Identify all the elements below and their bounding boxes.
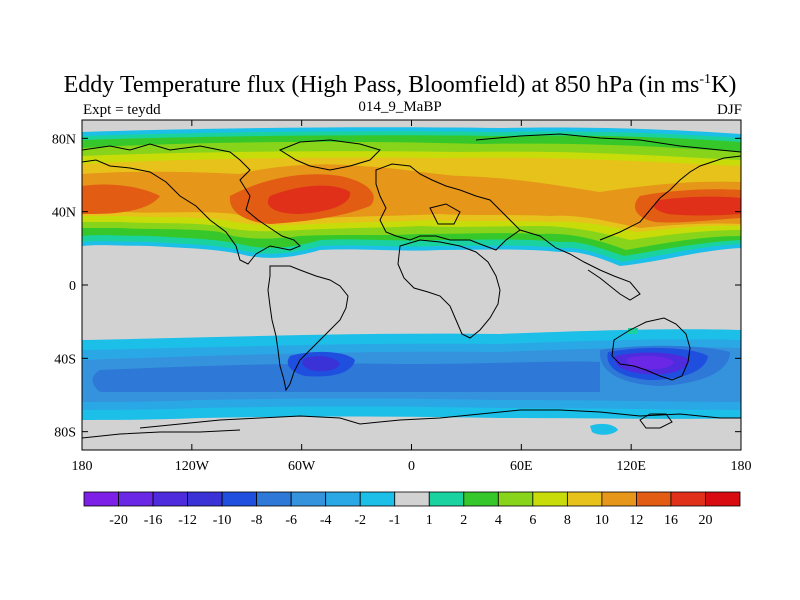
lon-tick-label: 180 [72,459,93,474]
colorbar-label: -20 [109,513,128,528]
colorbar-label: 2 [460,513,467,528]
southern-flux-field [82,328,741,435]
colorbar-box [428,491,465,507]
lon-tick-label: 120E [616,459,646,474]
colorbar-label: -1 [389,513,401,528]
colorbar-label: 8 [564,513,571,528]
plot-title: Eddy Temperature flux (High Pass, Bloomf… [63,72,737,98]
colorbar: -20 -16 -12 -10 -8 -6 -4 -2 -1 1 2 4 6 8 10 12 16 20 [83,491,741,528]
colorbar-box [221,491,258,507]
season-label: DJF [716,102,742,118]
colorbar-box [256,491,292,507]
map-plot-area [82,120,741,450]
experiment-label: Expt = teydd [83,102,161,118]
colorbar-box [532,491,568,507]
colorbar-box [394,491,430,507]
colorbar-label: -12 [178,513,197,528]
lat-tick-label: 80N [52,132,76,147]
run-id-label: 014_9_MaBP [358,99,442,115]
colorbar-label: -8 [251,513,263,528]
lon-tick-label: 60E [510,459,533,474]
coastlines [82,133,741,439]
colorbar-label: 10 [595,513,609,528]
colorbar-box [670,491,706,507]
colorbar-box [187,491,223,507]
lon-tick-label: 60W [288,459,316,474]
lon-tick-label: 180 [731,459,752,474]
colorbar-label: -4 [320,513,332,528]
colorbar-box [636,491,672,507]
colorbar-box [705,491,741,507]
colorbar-box [325,491,361,507]
colorbar-box [566,491,603,507]
longitude-axis: 180 120W 60W 0 60E 120E 180 [72,120,752,474]
colorbar-box [152,491,188,507]
colorbar-label: 20 [698,513,712,528]
lat-tick-label: 80S [54,426,76,441]
lon-tick-label: 0 [408,459,415,474]
colorbar-box [83,491,119,507]
colorbar-label: 1 [426,513,433,528]
lat-tick-label: 0 [69,279,76,294]
colorbar-label: 12 [629,513,643,528]
colorbar-label: 4 [495,513,502,528]
colorbar-box [290,491,327,507]
lon-tick-label: 120W [175,459,210,474]
colorbar-label: -10 [213,513,232,528]
colorbar-box [359,491,396,507]
lat-tick-label: 40S [54,352,76,367]
latitude-axis: 80N 40N 0 40S 80S [52,132,741,441]
colorbar-box [118,491,154,507]
colorbar-label: 16 [664,513,678,528]
colorbar-box [463,491,499,507]
colorbar-label: -16 [144,513,163,528]
colorbar-box [497,491,534,507]
colorbar-label: 6 [529,513,536,528]
colorbar-label: -6 [285,513,297,528]
colorbar-label: -2 [354,513,366,528]
lat-tick-label: 40N [52,206,76,221]
colorbar-box [601,491,637,507]
